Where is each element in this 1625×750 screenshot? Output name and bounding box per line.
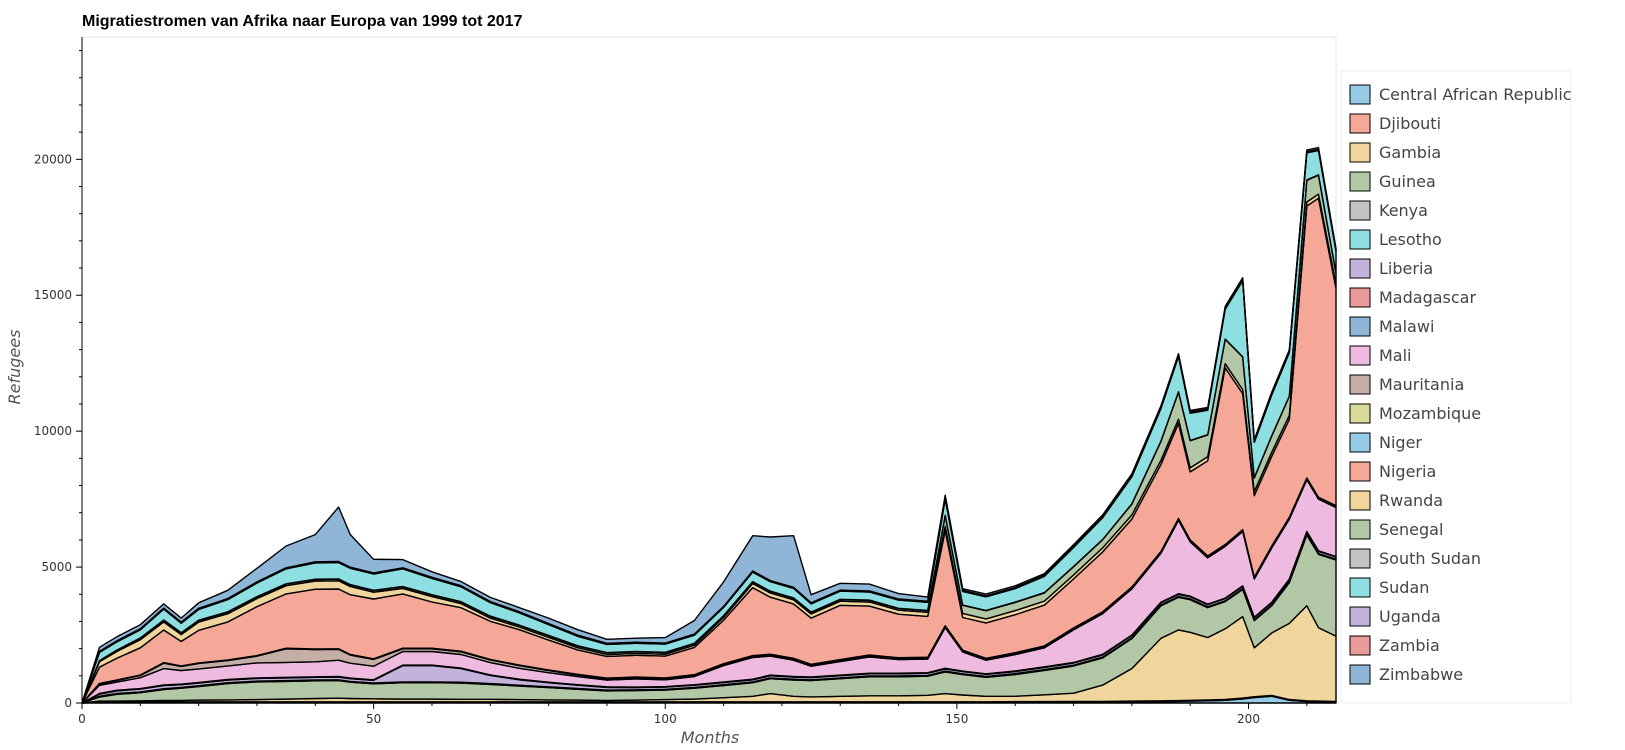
legend-item: Liberia [1349,258,1433,279]
legend-label: South Sudan [1379,549,1481,568]
area-zimbabwe [81,146,1337,704]
legend-item: Zambia [1349,635,1440,656]
legend-swatch [1349,171,1371,192]
legend-item: Djibouti [1349,113,1441,134]
legend-swatch [1349,113,1371,134]
y-tick-label: 0 [64,696,72,710]
legend-item: Lesotho [1349,229,1442,250]
legend-swatch [1349,635,1371,656]
legend-item: Kenya [1349,200,1428,221]
legend-label: Mauritania [1379,375,1464,394]
y-tick-label: 5000 [41,560,72,574]
legend-label: Nigeria [1379,462,1436,481]
legend-item: Malawi [1349,316,1434,337]
legend-swatch [1349,606,1371,627]
x-axis: 0 50 100 150 200 [78,702,1336,726]
legend-frame [1340,70,1572,704]
area-layers [81,146,1337,704]
legend-swatch [1349,287,1371,308]
legend-label: Kenya [1379,201,1428,220]
x-tick-label: 50 [366,712,381,726]
y-axis-label: Refugees [5,330,24,405]
legend-label: Uganda [1379,607,1441,626]
legend-item: Niger [1349,432,1422,453]
legend-swatch [1349,490,1371,511]
legend-label: Central African Republic [1379,85,1572,104]
legend-label: Lesotho [1379,230,1442,249]
legend-label: Rwanda [1379,491,1443,510]
legend-item: Uganda [1349,606,1441,627]
legend-item: Nigeria [1349,461,1436,482]
legend-label: Malawi [1379,317,1434,336]
legend-swatch [1349,519,1371,540]
legend-swatch [1349,664,1371,685]
x-tick-label: 150 [945,712,968,726]
legend-item: Mauritania [1349,374,1464,395]
chart-title: Migratiestromen van Afrika naar Europa v… [82,13,523,30]
legend-swatch [1349,316,1371,337]
legend-item: Central African Republic [1349,84,1572,105]
legend-item: Mali [1349,345,1412,366]
y-axis: 0 5000 10000 15000 20000 [34,37,83,710]
legend-label: Madagascar [1379,288,1476,307]
legend-swatch [1349,84,1371,105]
legend-label: Mozambique [1379,404,1481,423]
legend-swatch [1349,229,1371,250]
legend-item: Guinea [1349,171,1436,192]
y-tick-label: 20000 [34,152,72,166]
legend-label: Niger [1379,433,1422,452]
legend-item: Rwanda [1349,490,1443,511]
y-tick-label: 15000 [34,288,72,302]
legend-swatch [1349,403,1371,424]
legend-swatch [1349,461,1371,482]
y-tick-label: 10000 [34,424,72,438]
x-tick-label: 0 [78,712,86,726]
legend-item: Zimbabwe [1349,664,1463,685]
legend-label: Zambia [1379,636,1440,655]
legend-label: Mali [1379,346,1412,365]
legend-item: Senegal [1349,519,1443,540]
legend-swatch [1349,548,1371,569]
legend-item: South Sudan [1349,548,1481,569]
legend-label: Liberia [1379,259,1433,278]
legend-item: Gambia [1349,142,1441,163]
x-axis-label: Months [681,728,739,747]
legend-label: Djibouti [1379,114,1441,133]
x-tick-label: 100 [654,712,677,726]
legend-item: Mozambique [1349,403,1481,424]
legend-label: Senegal [1379,520,1443,539]
legend-swatch [1349,432,1371,453]
x-tick-label: 200 [1237,712,1260,726]
legend-swatch [1349,345,1371,366]
legend-swatch [1349,142,1371,163]
legend-label: Gambia [1379,143,1441,162]
legend-label: Zimbabwe [1379,665,1463,684]
legend-label: Sudan [1379,578,1429,597]
legend-item: Sudan [1349,577,1429,598]
legend-label: Guinea [1379,172,1436,191]
legend-item: Madagascar [1349,287,1476,308]
legend-swatch [1349,200,1371,221]
legend-swatch [1349,577,1371,598]
legend-swatch [1349,258,1371,279]
legend-swatch [1349,374,1371,395]
legend: Central African Republic Djibouti Gambia Gu… [1340,70,1572,704]
